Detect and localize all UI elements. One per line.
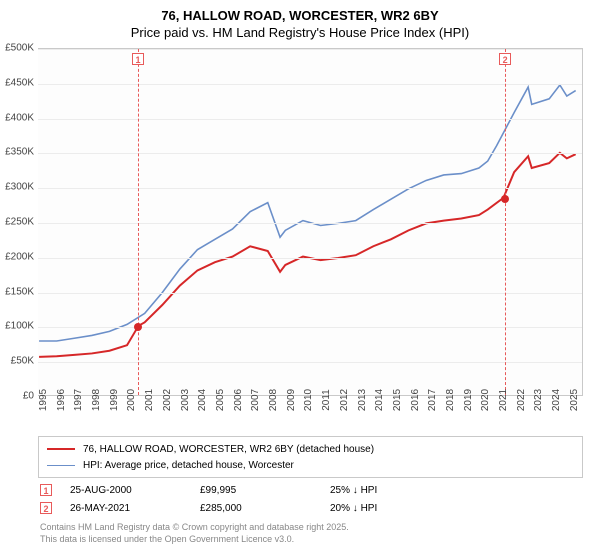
x-tick-label: 2006: [233, 389, 244, 411]
gridline: [38, 153, 582, 154]
gridline: [38, 327, 582, 328]
x-tick-label: 2014: [374, 389, 385, 411]
title-block: 76, HALLOW ROAD, WORCESTER, WR2 6BY Pric…: [0, 0, 600, 40]
y-tick-label: £200K: [5, 251, 34, 262]
y-tick-label: £150K: [5, 286, 34, 297]
y-tick-label: £100K: [5, 321, 34, 332]
transaction-date: 26-MAY-2021: [70, 503, 200, 514]
y-tick-label: £350K: [5, 147, 34, 158]
transaction-price: £285,000: [200, 503, 330, 514]
copyright-line1: Contains HM Land Registry data © Crown c…: [40, 522, 583, 534]
y-tick-label: £250K: [5, 217, 34, 228]
x-tick-label: 2002: [162, 389, 173, 411]
marker-vline: [138, 49, 139, 395]
x-tick-label: 2022: [516, 389, 527, 411]
x-tick-label: 2012: [339, 389, 350, 411]
x-tick-label: 2017: [427, 389, 438, 411]
marker-label: 2: [499, 53, 511, 65]
y-axis: £0£50K£100K£150K£200K£250K£300K£350K£400…: [0, 48, 38, 396]
copyright-notice: Contains HM Land Registry data © Crown c…: [38, 522, 583, 545]
gridline: [38, 223, 582, 224]
x-tick-label: 2004: [197, 389, 208, 411]
x-tick-label: 1998: [91, 389, 102, 411]
x-tick-label: 2010: [303, 389, 314, 411]
series-line-hpi: [39, 85, 576, 341]
legend-row: 76, HALLOW ROAD, WORCESTER, WR2 6BY (det…: [47, 441, 574, 457]
gridline: [38, 188, 582, 189]
copyright-line2: This data is licensed under the Open Gov…: [40, 534, 583, 546]
legend-label: HPI: Average price, detached house, Worc…: [83, 460, 294, 471]
marker-point: [501, 195, 509, 203]
chart-lines: [38, 49, 582, 395]
x-tick-label: 2023: [533, 389, 544, 411]
y-tick-label: £0: [23, 391, 34, 402]
marker-label: 1: [132, 53, 144, 65]
x-tick-label: 2021: [498, 389, 509, 411]
legend-label: 76, HALLOW ROAD, WORCESTER, WR2 6BY (det…: [83, 444, 374, 455]
y-tick-label: £400K: [5, 112, 34, 123]
y-tick-label: £450K: [5, 77, 34, 88]
chart-subtitle: Price paid vs. HM Land Registry's House …: [0, 25, 600, 40]
transaction-row: 2 26-MAY-2021£285,00020% ↓ HPI: [38, 502, 583, 514]
x-tick-label: 2016: [410, 389, 421, 411]
x-tick-label: 1995: [38, 389, 49, 411]
legend-block: 76, HALLOW ROAD, WORCESTER, WR2 6BY (det…: [38, 436, 583, 545]
x-tick-label: 2024: [551, 389, 562, 411]
y-tick-label: £300K: [5, 182, 34, 193]
x-tick-label: 2011: [321, 389, 332, 411]
legend-box: 76, HALLOW ROAD, WORCESTER, WR2 6BY (det…: [38, 436, 583, 478]
legend-row: HPI: Average price, detached house, Worc…: [47, 457, 574, 473]
y-tick-label: £50K: [11, 356, 34, 367]
x-tick-label: 2025: [569, 389, 580, 411]
chart-title-address: 76, HALLOW ROAD, WORCESTER, WR2 6BY: [0, 8, 600, 23]
transaction-marker: 1: [40, 484, 52, 496]
x-tick-label: 1999: [109, 389, 120, 411]
gridline: [38, 84, 582, 85]
x-tick-label: 2009: [286, 389, 297, 411]
transaction-marker: 2: [40, 502, 52, 514]
x-tick-label: 2005: [215, 389, 226, 411]
transaction-date: 25-AUG-2000: [70, 485, 200, 496]
x-tick-label: 2018: [445, 389, 456, 411]
chart-container: 76, HALLOW ROAD, WORCESTER, WR2 6BY Pric…: [0, 0, 600, 560]
plot-area: 12: [38, 48, 583, 396]
x-tick-label: 2008: [268, 389, 279, 411]
x-tick-label: 2019: [463, 389, 474, 411]
gridline: [38, 293, 582, 294]
series-line-price_paid: [39, 153, 576, 357]
transactions-table: 1 25-AUG-2000£99,99525% ↓ HPI 2 26-MAY-2021…: [38, 484, 583, 514]
x-tick-label: 2003: [180, 389, 191, 411]
x-tick-label: 2007: [250, 389, 261, 411]
x-tick-label: 1997: [73, 389, 84, 411]
gridline: [38, 119, 582, 120]
x-tick-label: 2013: [357, 389, 368, 411]
x-tick-label: 2020: [480, 389, 491, 411]
y-tick-label: £500K: [5, 43, 34, 54]
x-tick-label: 2001: [144, 389, 155, 411]
legend-swatch: [47, 448, 75, 450]
gridline: [38, 362, 582, 363]
transaction-delta: 20% ↓ HPI: [330, 503, 460, 514]
transaction-delta: 25% ↓ HPI: [330, 485, 460, 496]
transaction-row: 1 25-AUG-2000£99,99525% ↓ HPI: [38, 484, 583, 496]
legend-swatch: [47, 465, 75, 466]
gridline: [38, 258, 582, 259]
marker-point: [134, 323, 142, 331]
x-tick-label: 2015: [392, 389, 403, 411]
gridline: [38, 49, 582, 50]
x-tick-label: 1996: [56, 389, 67, 411]
transaction-price: £99,995: [200, 485, 330, 496]
x-tick-label: 2000: [126, 389, 137, 411]
x-axis: 1995199619971998199920002001200220032004…: [38, 396, 583, 436]
marker-vline: [505, 49, 506, 395]
